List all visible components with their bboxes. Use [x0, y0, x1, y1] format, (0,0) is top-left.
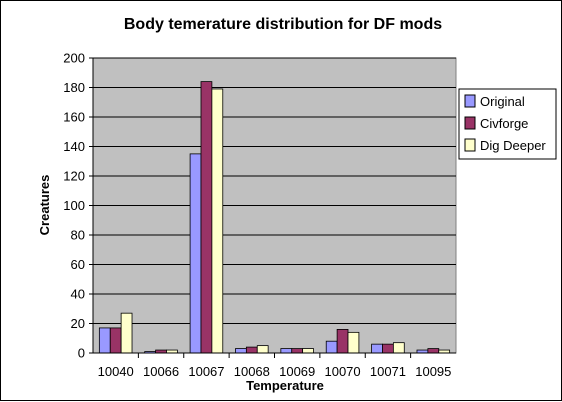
x-tick-label: 10066: [143, 364, 179, 379]
legend-label: Civforge: [480, 116, 528, 131]
y-tick-label: 160: [63, 110, 85, 125]
x-tick-label: 10068: [234, 364, 270, 379]
y-tick-labels: 0 20 40 60 80 100 120 140 160 180 200: [63, 51, 93, 361]
bar-original-10068: [235, 348, 247, 354]
y-tick-label: 0: [78, 346, 85, 361]
y-tick-label: 140: [63, 139, 85, 154]
bar-dig-deeper-10068: [256, 345, 269, 354]
bars-group: [98, 81, 451, 354]
bar-dig-deeper-10071: [392, 342, 405, 354]
y-tick-label: 60: [71, 257, 85, 272]
y-tick-label: 120: [63, 169, 85, 184]
bar-dig-deeper-10069: [302, 348, 314, 354]
bar-civforge-10095: [427, 348, 440, 354]
bar-civforge-10069: [291, 348, 304, 354]
legend: Original Civforge Dig Deeper: [458, 88, 557, 160]
bar-civforge-10070: [336, 328, 349, 354]
x-tick-label: 10070: [324, 364, 360, 379]
y-axis-label: Creatures: [37, 175, 52, 236]
bar-dig-deeper-10067: [211, 88, 224, 354]
bar-civforge-10067: [200, 81, 213, 354]
bar-original-10071: [371, 343, 383, 354]
y-tick-label: 200: [63, 51, 85, 66]
bar-civforge-10071: [382, 343, 394, 354]
x-tick-label: 10040: [98, 364, 134, 379]
bar-dig-deeper-10070: [347, 331, 360, 354]
bar-original-10069: [280, 348, 293, 354]
bar-civforge-10068: [245, 346, 258, 354]
legend-label: Original: [480, 94, 525, 109]
y-tick-label: 100: [63, 198, 85, 213]
x-tick-label: 10095: [415, 364, 451, 379]
legend-label: Dig Deeper: [480, 138, 546, 153]
bar-original-10070: [325, 340, 338, 354]
x-tick-label: 10069: [279, 364, 315, 379]
y-tick-label: 40: [71, 287, 85, 302]
x-tick-labels: 10040 10066 10067 10068 10069 10070 10071 10095: [98, 353, 451, 379]
bar-original-10067: [189, 153, 202, 354]
y-tick-label: 80: [71, 228, 85, 243]
legend-swatch: [464, 138, 476, 152]
legend-swatch: [464, 116, 476, 130]
x-tick-label: 10071: [370, 364, 406, 379]
gridlines: [93, 57, 456, 324]
bar-civforge-10040: [109, 327, 122, 354]
chart-title: Body temerature distribution for DF mods: [124, 16, 442, 33]
y-tick-label: 180: [63, 80, 85, 95]
bar-dig-deeper-10040: [120, 312, 133, 354]
y-tick-label: 20: [71, 316, 85, 331]
x-axis-label: Temperature: [246, 378, 324, 393]
x-tick-label: 10067: [188, 364, 224, 379]
bar-original-10040: [98, 327, 111, 354]
legend-swatch: [464, 94, 476, 108]
